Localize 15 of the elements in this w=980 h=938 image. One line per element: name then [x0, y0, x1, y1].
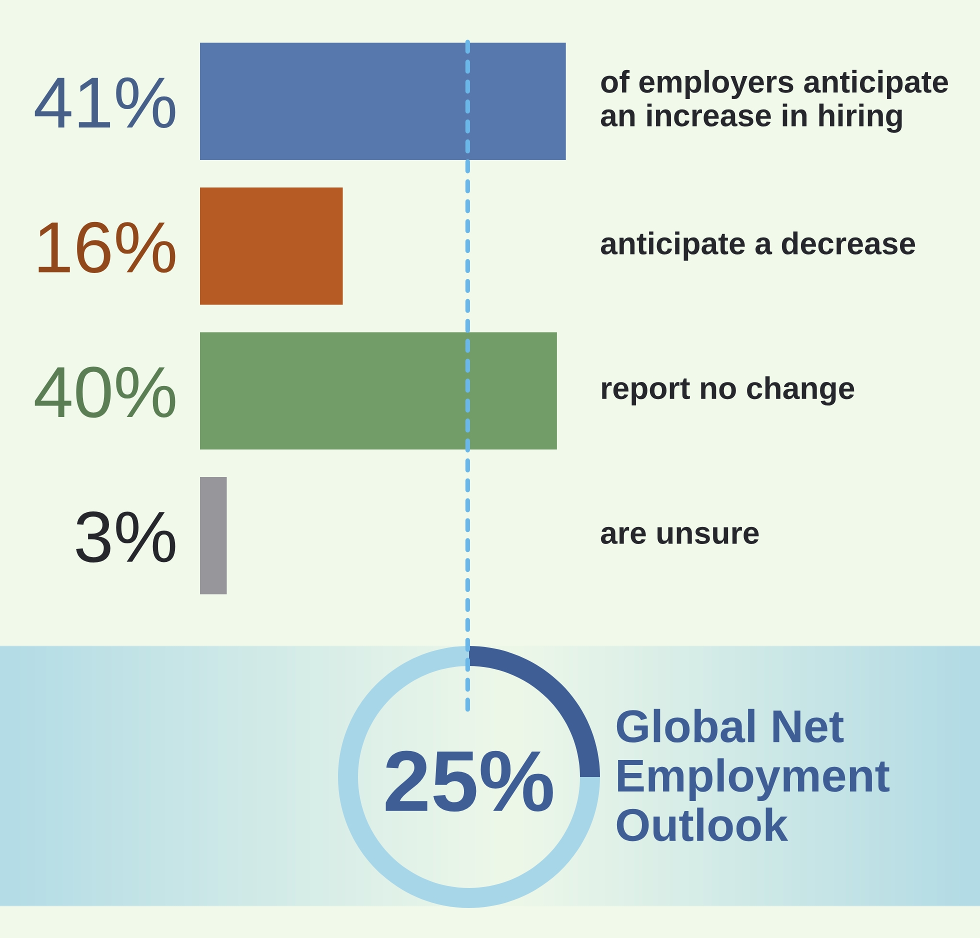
- bar: [200, 477, 227, 594]
- y-tick-label: anticipate a decrease: [600, 232, 916, 261]
- y-tick-label: report no change: [602, 376, 854, 406]
- donut-slice: [338, 646, 600, 908]
- data-label: 40%: [34, 366, 176, 418]
- bar: [200, 42, 566, 160]
- bar: [200, 332, 557, 450]
- bar: [200, 188, 343, 305]
- text: Global Net Employment Outlook: [616, 708, 890, 842]
- data-label: 3%: [76, 511, 176, 563]
- data-label: 41%: [34, 77, 176, 128]
- data-label: 16%: [38, 222, 176, 274]
- text: 25%: [386, 750, 553, 812]
- y-tick-label: are unsure: [600, 526, 759, 544]
- y-tick-label: of employers anticipate an increase in hiring: [600, 70, 948, 133]
